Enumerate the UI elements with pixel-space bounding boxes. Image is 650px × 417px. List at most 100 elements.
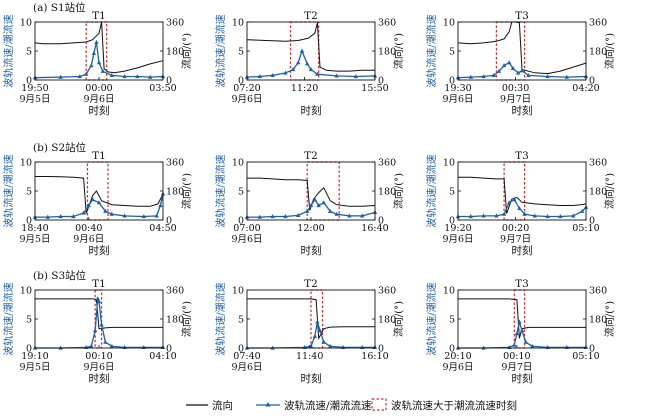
left-axis-label: 波轨流速/潮流速 [425,154,438,227]
x-tick-label: 00:10 [503,351,530,362]
x-tick-label: 11:40 [296,351,323,362]
left-tick-label: 5 [26,186,32,197]
right-axis-label: 流向/(°) [180,173,193,209]
ratio-marker [283,214,288,219]
ratio-marker [328,208,333,213]
x-axis-label: 时刻 [301,244,322,257]
left-tick-label: 10 [443,157,455,168]
ratio-marker [96,60,102,65]
ratio-marker [481,213,486,218]
right-tick-label: 180 [589,46,607,57]
highlight-box [306,161,340,221]
x-tick-label: 15:50 [361,83,388,94]
direction-line [457,21,587,75]
ratio-marker [468,74,473,79]
ratio-marker [71,214,76,219]
ratio-marker [507,60,512,65]
left-tick-label: 5 [238,186,244,197]
right-tick-label: 180 [166,314,184,325]
ratio-marker [571,213,576,218]
right-axis-label: 流向/(°) [603,173,616,209]
left-tick-label: 0 [238,215,244,226]
ratio-marker [77,74,82,79]
right-tick-label: 360 [589,285,607,296]
ratio-marker [99,322,104,327]
direction-line [246,22,375,72]
x-axis-label: 时刻 [89,372,110,385]
plot-frame [246,161,376,221]
right-tick-label: 180 [378,314,396,325]
plot-frame [34,21,164,81]
x-tick-date: 9月5日 [19,362,50,373]
ratio-marker [312,334,318,338]
x-tick-date: 9月6日 [442,94,473,105]
ratio-marker [94,39,99,44]
right-tick-label: 0 [166,215,172,226]
ratio-marker [501,211,507,216]
right-tick-label: 360 [166,285,184,296]
x-tick-label: 04:20 [572,83,599,94]
ratio-marker [270,214,275,219]
left-tick-label: 0 [26,343,32,354]
left-tick-label: 10 [443,285,455,296]
panel-title: T3 [515,278,529,290]
ratio-marker [86,203,91,208]
x-tick-label: 00:00 [85,83,112,94]
right-tick-label: 180 [166,46,184,57]
x-tick-date: 9月5日 [19,234,50,245]
ratio-marker [257,214,262,219]
panel-title: T3 [515,150,529,162]
ratio-marker [328,343,333,348]
right-axis-label: 流向/(°) [392,301,405,337]
x-tick-label: 00:20 [502,223,529,234]
ratio-marker [96,200,102,205]
panel-title: T2 [304,278,318,290]
ratio-marker [519,328,525,333]
x-tick-date: 9月6日 [442,362,473,373]
ratio-marker [315,319,320,324]
ratio-marker [304,208,310,213]
legend-ratio-marker [265,402,271,407]
ratio-marker [312,197,318,202]
ratio-marker [90,197,95,202]
x-tick-label: 07:00 [233,223,260,234]
x-tick-label: 16:40 [361,223,388,234]
ratio-marker [317,328,323,333]
ratio-marker [517,319,522,324]
right-axis-label: 流向/(°) [180,301,193,337]
direction-line [458,298,586,339]
x-tick-date: 9月6日 [83,94,114,105]
ratio-line [34,42,164,79]
right-tick-label: 360 [589,157,607,168]
ratio-marker [494,213,499,218]
left-axis-label: 波轨流速/潮流速 [2,14,15,87]
ratio-marker [507,200,512,205]
x-tick-label: 00:40 [75,223,102,234]
right-tick-label: 0 [589,215,595,226]
ratio-marker [103,208,108,213]
ratio-marker [360,213,365,218]
legend: 流向 波轨流速/潮流流速 波轨流速大于潮流流速时刻 [186,398,517,412]
ratio-marker [512,342,517,347]
x-axis-label: 时刻 [89,104,110,117]
right-tick-label: 0 [166,343,172,354]
left-tick-label: 10 [443,17,455,28]
x-tick-date: 9月6日 [231,234,262,245]
ratio-marker [283,70,288,75]
left-tick-label: 10 [20,285,32,296]
station-title: (b) S2站位 [33,141,87,154]
left-tick-label: 10 [232,285,244,296]
x-tick-date: 9月7日 [500,94,531,105]
ratio-marker [158,203,163,208]
right-axis-label: 流向/(°) [603,33,616,69]
direction-line [35,298,163,330]
left-tick-label: 5 [238,314,244,325]
plot-frame [34,161,164,221]
right-tick-label: 360 [378,157,396,168]
right-axis-label: 流向/(°) [392,173,405,209]
ratio-marker [58,74,63,79]
